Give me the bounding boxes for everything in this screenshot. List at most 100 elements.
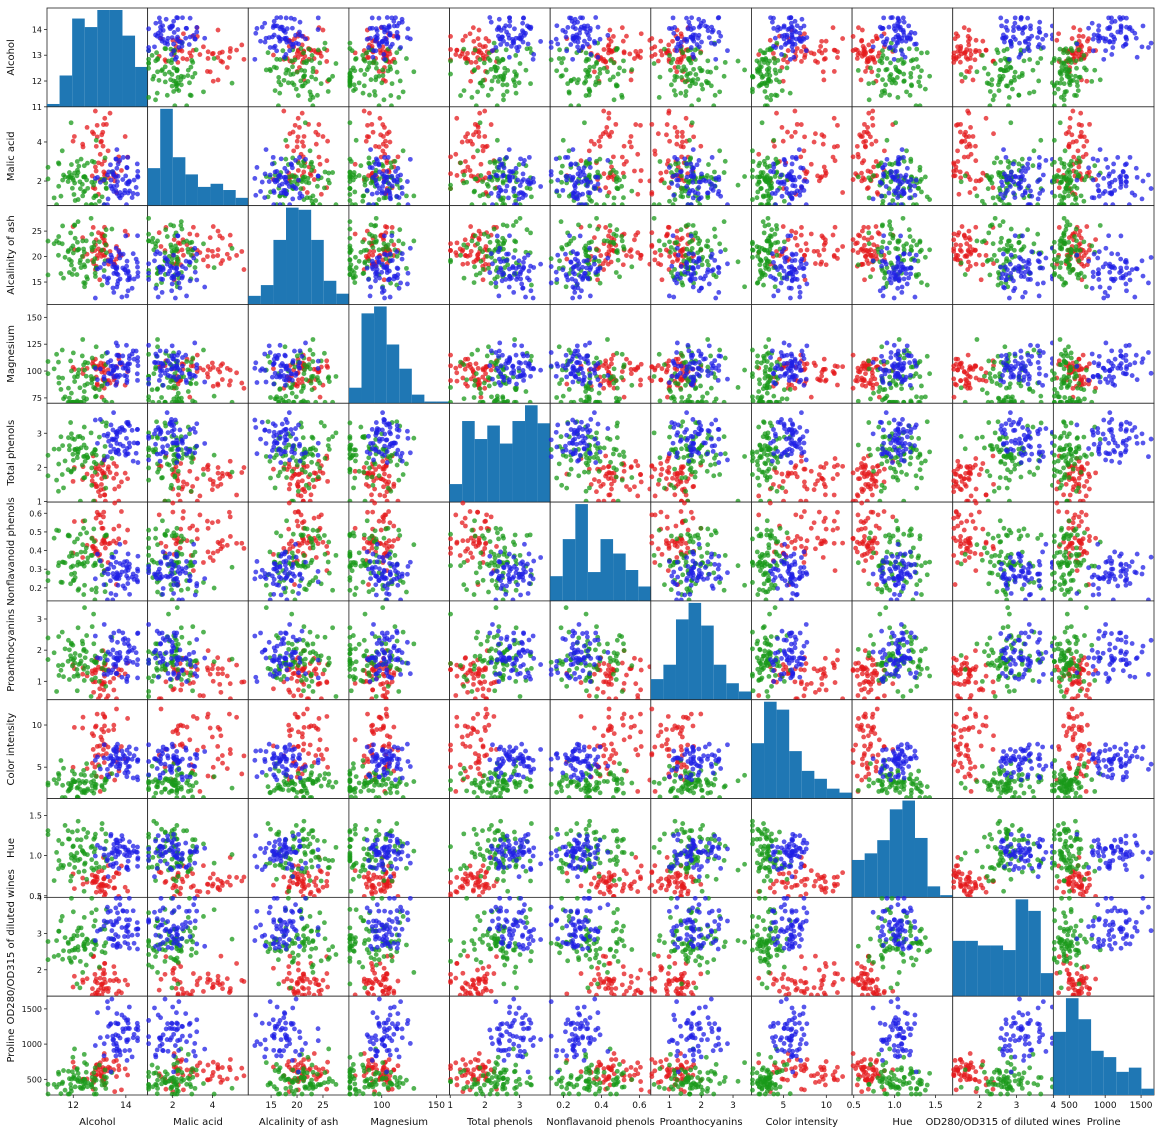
scatter-point	[201, 241, 206, 247]
scatter-point	[364, 247, 369, 253]
scatter-point	[750, 254, 755, 260]
scatter-point	[582, 38, 587, 44]
scatter-point	[777, 263, 783, 269]
scatter-point	[688, 60, 694, 66]
scatter-point	[548, 169, 554, 174]
scatter-point	[684, 161, 689, 167]
scatter-point	[476, 27, 482, 33]
scatter-point	[607, 77, 613, 83]
scatter-point	[130, 251, 136, 257]
scatter-point	[777, 26, 783, 32]
scatter-point	[194, 29, 200, 35]
scatter-point	[699, 82, 705, 88]
scatter-point	[1061, 81, 1067, 87]
scatter-point	[1035, 196, 1041, 202]
scatter-point	[507, 23, 513, 29]
scatter-point	[1054, 173, 1060, 178]
scatter-point	[1074, 185, 1080, 191]
scatter-point	[572, 289, 578, 295]
scatter-point	[99, 138, 104, 144]
scatter-point	[690, 187, 695, 193]
scatter-point	[219, 235, 225, 241]
scatter-point	[146, 277, 152, 282]
scatter-point	[506, 147, 512, 153]
scatter-point	[873, 224, 879, 229]
cell-malic-acid-vs-nonflavanoid-phenols	[548, 106, 653, 208]
scatter-point	[1012, 15, 1018, 21]
scatter-point	[1074, 138, 1079, 144]
scatter-point	[980, 38, 986, 44]
scatter-point	[880, 77, 885, 83]
scatter-point	[1055, 86, 1061, 92]
scatter-point	[808, 50, 814, 56]
scatter-point	[713, 295, 719, 301]
scatter-point	[1011, 24, 1016, 30]
scatter-point	[1061, 60, 1066, 66]
scatter-point	[171, 252, 176, 258]
scatter-point	[1026, 183, 1032, 189]
scatter-point	[1043, 158, 1049, 163]
scatter-point	[278, 156, 284, 162]
scatter-point	[512, 248, 518, 253]
scatter-point	[146, 65, 152, 71]
scatter-point	[756, 163, 762, 169]
scatter-point	[966, 27, 972, 33]
scatter-point	[227, 55, 232, 60]
scatter-point	[910, 65, 916, 71]
scatter-point	[154, 50, 159, 56]
scatter-point	[366, 160, 372, 166]
scatter-point	[803, 171, 809, 177]
scatter-point	[901, 155, 906, 160]
scatter-point	[283, 52, 289, 57]
scatter-point	[597, 36, 603, 42]
scatter-point	[381, 233, 387, 239]
scatter-point	[205, 263, 211, 269]
scatter-point	[1080, 34, 1086, 39]
scatter-point	[584, 30, 590, 35]
scatter-point	[674, 141, 680, 147]
scatter-point	[394, 30, 400, 35]
scatter-point	[901, 29, 906, 35]
scatter-point	[150, 235, 156, 241]
scatter-point	[174, 246, 180, 252]
scatter-point	[1105, 165, 1111, 170]
scatter-point	[652, 257, 658, 263]
scatter-point	[352, 231, 358, 237]
scatter-point	[588, 265, 594, 270]
scatter-point	[709, 24, 715, 30]
scatter-point	[158, 276, 164, 282]
scatter-point	[861, 47, 867, 53]
scatter-point	[293, 86, 299, 92]
scatter-point	[649, 230, 655, 236]
scatter-point	[951, 173, 957, 179]
scatter-point	[587, 223, 593, 229]
scatter-point	[677, 43, 683, 49]
scatter-point	[761, 282, 766, 288]
scatter-point	[364, 36, 370, 42]
scatter-point	[922, 86, 928, 92]
scatter-point	[912, 192, 918, 198]
scatter-point	[313, 129, 319, 135]
scatter-point	[56, 234, 62, 239]
scatter-point	[179, 43, 185, 49]
scatter-point	[283, 156, 289, 162]
scatter-point	[831, 254, 837, 259]
scatter-point	[487, 159, 493, 165]
scatter-point	[386, 24, 392, 30]
scatter-point	[389, 225, 395, 230]
scatter-point	[859, 170, 864, 176]
scatter-point	[951, 160, 957, 166]
scatter-point	[601, 56, 607, 62]
scatter-point	[461, 172, 467, 178]
scatter-point	[516, 258, 522, 264]
scatter-point	[887, 240, 893, 246]
scatter-point	[1090, 156, 1096, 162]
scatter-point	[763, 193, 769, 199]
scatter-point	[962, 173, 968, 179]
scatter-point	[171, 18, 177, 24]
scatter-point	[103, 227, 109, 233]
scatter-point	[927, 197, 933, 202]
scatter-point	[788, 295, 793, 301]
scatter-point	[607, 27, 613, 33]
scatter-point	[621, 58, 626, 64]
